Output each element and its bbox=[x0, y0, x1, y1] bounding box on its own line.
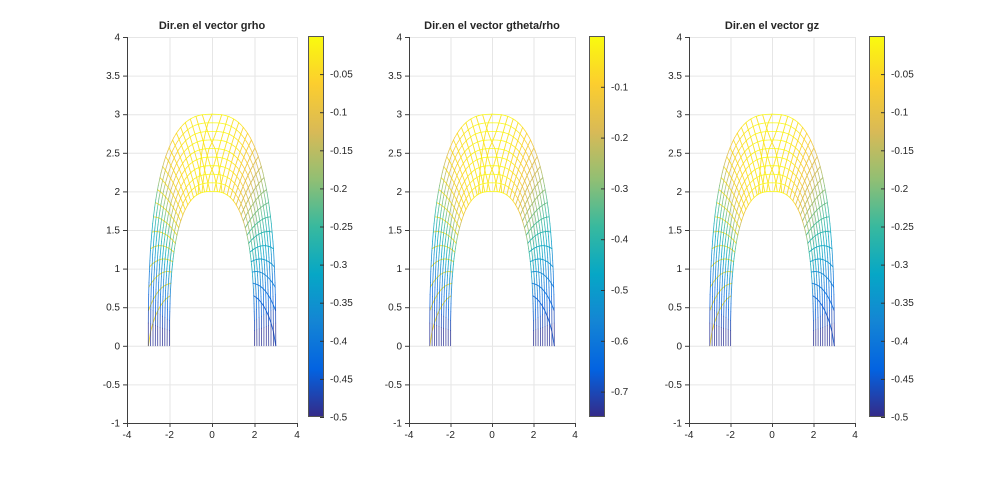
colorbar-tick-label: -0.15 bbox=[891, 146, 914, 157]
y-tick-label: 1.5 bbox=[106, 226, 120, 237]
subplot-3-axes: -4 -2 0 2 4 -1 -0.5 0 0.5 1 1.5 2 2.5 3 3.5 4 bbox=[665, 33, 858, 442]
colorbar-tick-label: -0.2 bbox=[611, 133, 629, 144]
y-tick-label: 0 bbox=[114, 341, 120, 352]
subplot-2-axes: -4 -2 0 2 4 -1 -0.5 0 0.5 1 1.5 2 2.5 3 3.5 4 bbox=[385, 33, 578, 442]
colorbar-tick-label: -0.45 bbox=[891, 374, 914, 385]
colorbar-tick-label: -0.1 bbox=[330, 108, 348, 119]
y-tick-label: 4 bbox=[396, 33, 402, 44]
y-tick-label: 2 bbox=[114, 187, 120, 198]
y-tick-label: 3.5 bbox=[388, 71, 402, 82]
y-tick-label: -0.5 bbox=[385, 380, 403, 391]
colorbar-tick-label: -0.1 bbox=[891, 108, 909, 119]
colorbar-tick-label: -0.6 bbox=[611, 336, 629, 347]
colorbar-tick-label: -0.4 bbox=[891, 336, 909, 347]
x-tick-label: -4 bbox=[123, 430, 132, 441]
colorbar-tick-label: -0.4 bbox=[330, 336, 348, 347]
y-tick-label: 2 bbox=[676, 187, 682, 198]
x-tick-label: 2 bbox=[252, 430, 258, 441]
y-tick-label: 1.5 bbox=[668, 226, 682, 237]
y-tick-label: 1.5 bbox=[388, 226, 402, 237]
x-tick-label: 0 bbox=[209, 430, 215, 441]
colorbar-tick-label: -0.45 bbox=[330, 374, 353, 385]
y-tick-label: 3 bbox=[676, 110, 682, 121]
colorbar-tick-label: -0.5 bbox=[611, 286, 629, 297]
x-tick-label: 4 bbox=[294, 430, 300, 441]
colorbar-3: -0.05 -0.1 -0.15 -0.2 -0.25 -0.3 -0.35 -0.4 -0.4… bbox=[869, 36, 914, 424]
y-tick-label: 2 bbox=[396, 187, 402, 198]
x-tick-label: 4 bbox=[572, 430, 578, 441]
y-tick-label: 0.5 bbox=[668, 303, 682, 314]
colorbar-tick-label: -0.5 bbox=[330, 413, 348, 424]
colorbar-tick-label: -0.25 bbox=[330, 222, 353, 233]
colorbar-tick-label: -0.05 bbox=[330, 70, 353, 81]
colorbar-tick-label: -0.25 bbox=[891, 222, 914, 233]
x-tick-label: -2 bbox=[726, 430, 735, 441]
colorbar-tick-label: -0.4 bbox=[611, 235, 629, 246]
y-tick-label: 3 bbox=[396, 110, 402, 121]
x-tick-label: 2 bbox=[531, 430, 537, 441]
subplot-3-arch-mesh bbox=[709, 113, 835, 347]
y-tick-label: 1 bbox=[676, 264, 682, 275]
y-tick-label: 4 bbox=[114, 33, 120, 44]
y-tick-label: 0.5 bbox=[388, 303, 402, 314]
y-tick-label: 0 bbox=[676, 341, 682, 352]
subplot-1-axes: -4 -2 0 2 4 -1 -0.5 0 0.5 1 1.5 2 2.5 3 3.5 4 bbox=[103, 33, 300, 442]
y-tick-label: 3.5 bbox=[668, 71, 682, 82]
colorbar-tick-label: -0.3 bbox=[611, 184, 629, 195]
x-tick-label: 2 bbox=[811, 430, 817, 441]
colorbar-tick-label: -0.3 bbox=[891, 260, 909, 271]
subplot-1-arch-mesh bbox=[147, 113, 277, 347]
colorbar-tick-label: -0.05 bbox=[891, 70, 914, 81]
colorbar-tick-label: -0.1 bbox=[611, 82, 629, 93]
subplot-1-grid bbox=[127, 37, 298, 423]
y-tick-label: 0.5 bbox=[106, 303, 120, 314]
x-tick-label: -2 bbox=[165, 430, 174, 441]
colorbar-2: -0.1 -0.2 -0.3 -0.4 -0.5 -0.6 -0.7 bbox=[589, 36, 629, 417]
colorbar-tick-label: -0.5 bbox=[891, 413, 909, 424]
y-tick-label: 2.5 bbox=[388, 148, 402, 159]
y-tick-label: -0.5 bbox=[103, 380, 121, 391]
colorbar-tick-label: -0.15 bbox=[330, 146, 353, 157]
subplot-grho-title: Dir.en el vector grho bbox=[158, 20, 266, 32]
x-tick-label: 4 bbox=[852, 430, 858, 441]
subplot-2-arch-mesh bbox=[429, 113, 555, 347]
colorbar-tick-label: -0.2 bbox=[330, 184, 348, 195]
y-tick-label: 1 bbox=[396, 264, 402, 275]
subplot-gtheta-title: Dir.en el vector gtheta/rho bbox=[424, 20, 560, 32]
x-tick-label: -4 bbox=[685, 430, 694, 441]
y-tick-label: 1 bbox=[114, 264, 120, 275]
colorbar-tick-label: -0.3 bbox=[330, 260, 348, 271]
colorbar-tick-label: -0.2 bbox=[891, 184, 909, 195]
colorbar-1: -0.05 -0.1 -0.15 -0.2 -0.25 -0.3 -0.35 -0.4 -0.4… bbox=[308, 36, 353, 424]
colorbar-tick-label: -0.35 bbox=[330, 298, 353, 309]
y-tick-label: -1 bbox=[111, 419, 120, 430]
x-tick-label: 0 bbox=[769, 430, 775, 441]
y-tick-label: -1 bbox=[393, 419, 402, 430]
colorbar-tick-label: -0.35 bbox=[891, 298, 914, 309]
colorbar-tick-label: -0.7 bbox=[611, 387, 629, 398]
y-tick-label: -1 bbox=[673, 419, 682, 430]
y-tick-label: 3.5 bbox=[106, 71, 120, 82]
y-tick-label: 0 bbox=[396, 341, 402, 352]
y-tick-label: 3 bbox=[114, 110, 120, 121]
y-tick-label: 2.5 bbox=[106, 148, 120, 159]
x-tick-label: -2 bbox=[446, 430, 455, 441]
x-tick-label: 0 bbox=[489, 430, 495, 441]
x-tick-label: -4 bbox=[405, 430, 414, 441]
subplot-gz-title: Dir.en el vector gz bbox=[724, 20, 820, 32]
y-tick-label: 2.5 bbox=[668, 148, 682, 159]
y-tick-label: -0.5 bbox=[665, 380, 683, 391]
y-tick-label: 4 bbox=[676, 33, 682, 44]
